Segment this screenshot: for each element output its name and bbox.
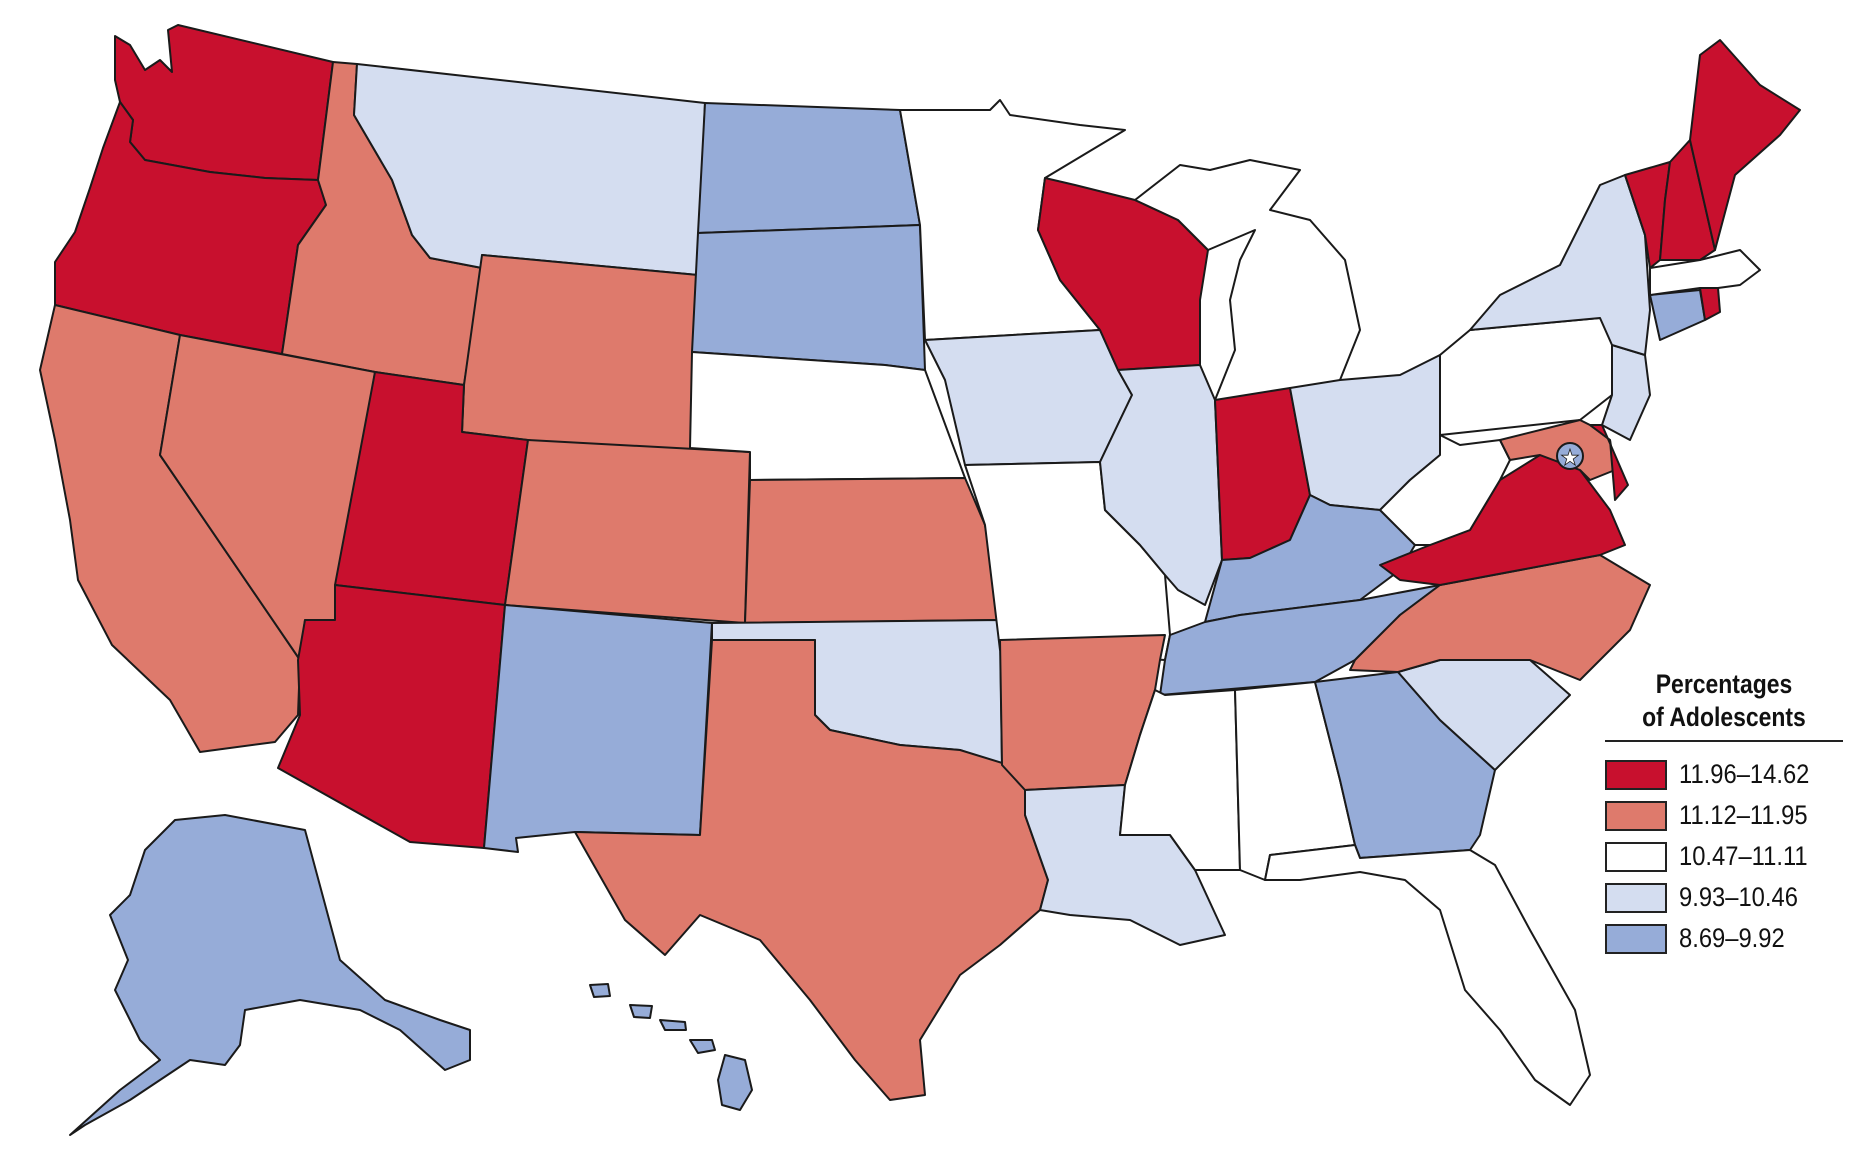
legend-item: 10.47–11.11: [1605, 836, 1843, 877]
state-ND: [697, 102, 921, 234]
legend-label: 11.12–11.95: [1679, 800, 1808, 830]
legend-title-line2: of Adolescents: [1642, 702, 1806, 732]
state-FL: [1264, 844, 1591, 1106]
legend-swatch: [1605, 841, 1667, 872]
state-SD: [691, 224, 926, 371]
legend-title: Percentages of Adolescents: [1623, 668, 1825, 734]
legend-title-line1: Percentages: [1655, 669, 1793, 699]
state-NC: [1349, 554, 1651, 681]
legend-swatch: [1605, 759, 1667, 790]
state-WV: [1379, 434, 1511, 546]
hawaii-island-oahu: [629, 1004, 653, 1019]
legend-swatch: [1605, 882, 1667, 913]
state-KS: [744, 477, 1001, 624]
state-IA: [924, 329, 1133, 466]
state-ME: [1689, 39, 1801, 251]
state-WY: [461, 254, 699, 461]
legend-swatch: [1605, 800, 1667, 831]
state-TX: [574, 639, 1049, 1101]
legend-item: 8.69–9.92: [1605, 918, 1843, 959]
state-WA: [114, 24, 334, 181]
state-CT: [1649, 289, 1706, 341]
state-HI: [717, 1054, 753, 1111]
hawaii-island-kauai: [589, 983, 611, 998]
state-DC: [1556, 442, 1584, 470]
legend-label: 10.47–11.11: [1679, 841, 1808, 871]
legend-label: 11.96–14.62: [1679, 759, 1810, 789]
dc-star-icon: ★: [1560, 446, 1580, 471]
state-NM: [483, 604, 713, 853]
hawaii-island-maui: [689, 1039, 716, 1054]
legend: Percentages of Adolescents 11.96–14.62 11…: [1605, 668, 1843, 959]
legend-label: 8.69–9.92: [1679, 923, 1785, 953]
state-WI: [1037, 177, 1209, 371]
state-PA: [1439, 317, 1626, 436]
state-AZ: [277, 584, 506, 849]
state-AK: [69, 814, 471, 1136]
legend-item: 11.12–11.95: [1605, 795, 1843, 836]
hawaii-island-molokai: [659, 1019, 687, 1031]
legend-swatch: [1605, 923, 1667, 954]
legend-item: 9.93–10.46: [1605, 877, 1843, 918]
legend-divider: [1605, 740, 1843, 742]
legend-item: 11.96–14.62: [1605, 754, 1843, 795]
legend-label: 9.93–10.46: [1679, 882, 1798, 912]
state-MA: [1649, 249, 1761, 296]
state-DE: [1589, 424, 1629, 501]
state-CO: [504, 439, 751, 624]
